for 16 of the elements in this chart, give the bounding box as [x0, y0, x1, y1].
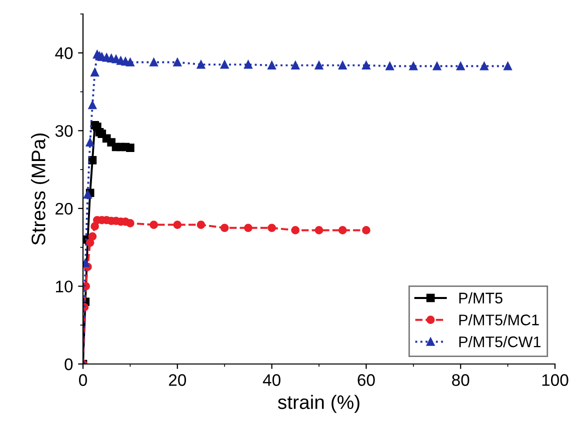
legend-label: P/MT5/MC1: [459, 314, 539, 326]
x-axis-title: strain (%): [278, 394, 360, 413]
x-tick-label: 100: [542, 374, 568, 386]
y-tick-label: 20: [56, 202, 73, 215]
y-tick-label: 0: [64, 358, 73, 370]
legend-label: P/MT5/CW1: [459, 336, 541, 348]
x-tick-label: 40: [262, 374, 280, 386]
x-tick-label: 0: [79, 374, 87, 386]
x-tick-label: 80: [452, 374, 470, 386]
x-tick-label: 20: [168, 374, 186, 386]
y-tick-label: 30: [55, 125, 73, 137]
y-tick-label: 40: [55, 47, 73, 60]
y-axis-title: Stress (MPa): [31, 133, 50, 245]
legend-label: P/MT5: [459, 292, 502, 304]
y-tick-label: 10: [56, 280, 73, 292]
x-tick-label: 60: [358, 374, 375, 386]
